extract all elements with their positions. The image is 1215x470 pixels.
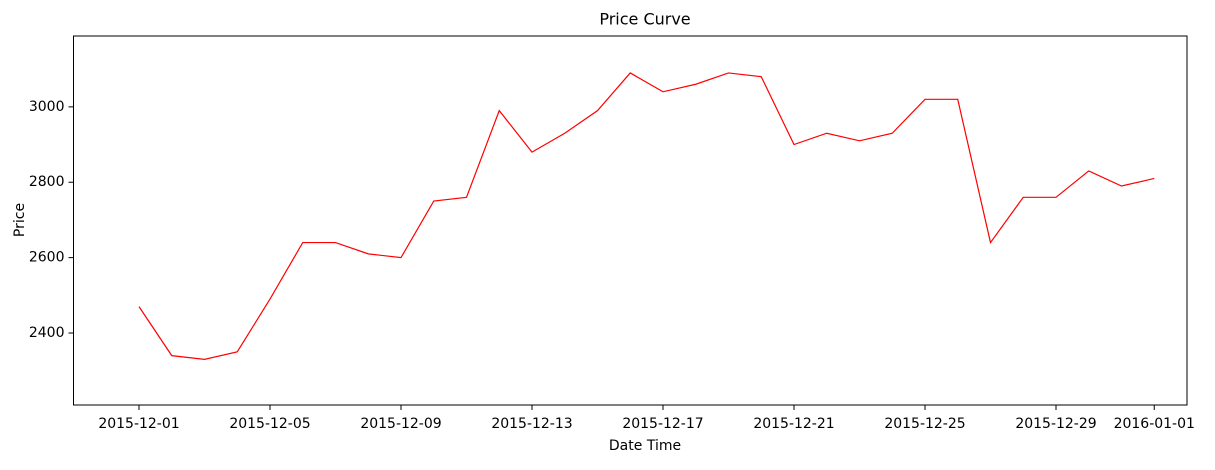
y-axis-label: Price — [12, 203, 28, 237]
x-tick-label: 2015-12-05 — [229, 416, 310, 432]
x-tick-label: 2015-12-25 — [884, 416, 965, 432]
y-tick-label: 2400 — [29, 325, 65, 341]
x-tick-label: 2015-12-21 — [753, 416, 834, 432]
x-tick-label: 2015-12-13 — [491, 416, 572, 432]
x-tick-label: 2015-12-01 — [98, 416, 179, 432]
x-tick-label: 2015-12-09 — [360, 416, 441, 432]
x-tick-label: 2016-01-01 — [1114, 416, 1195, 432]
y-tick-label: 2600 — [29, 250, 65, 266]
x-tick-label: 2015-12-29 — [1015, 416, 1096, 432]
y-tick-label: 3000 — [29, 99, 65, 115]
plot-frame — [73, 35, 1188, 406]
x-axis-label: Date Time — [609, 438, 681, 454]
y-tick-label: 2800 — [29, 174, 65, 190]
chart-title: Price Curve — [599, 10, 690, 29]
price-line — [138, 72, 1155, 361]
x-tick-label: 2015-12-17 — [622, 416, 703, 432]
